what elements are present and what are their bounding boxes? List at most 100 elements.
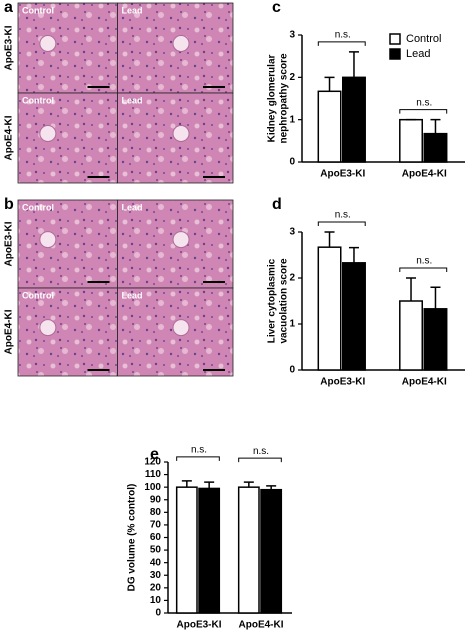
x-tick-label: ApoE3-KI: [320, 377, 365, 388]
bar: [423, 132, 448, 163]
tile-label: Control: [22, 5, 54, 15]
bar: [198, 487, 221, 614]
row-label: ApoE4-KI: [4, 115, 15, 160]
x-tick-label: ApoE4-KI: [239, 620, 284, 630]
tile-label: Lead: [122, 202, 143, 212]
legend-label: Lead: [406, 48, 430, 60]
y-tick-label: 80: [150, 507, 162, 518]
error-bar: [324, 231, 335, 248]
tissue-feature: [39, 35, 57, 52]
significance-bracket: [317, 41, 366, 46]
y-tick-label: 60: [150, 532, 162, 543]
y-tick-label: 10: [150, 595, 162, 606]
y-tick-label: 0: [289, 365, 295, 376]
x-tick-label: ApoE4-KI: [402, 377, 447, 388]
tile-label: Control: [22, 95, 54, 105]
legend-swatch: [389, 33, 401, 45]
tissue-feature: [172, 35, 190, 52]
y-tick-label: 70: [150, 520, 162, 531]
x-tick-label: ApoE4-KI: [402, 169, 447, 180]
y-axis-label: Kidney glomerular: [267, 55, 278, 143]
y-tick-label: 20: [150, 582, 162, 593]
bar: [175, 486, 198, 614]
bar: [423, 308, 448, 371]
tile-label: Lead: [122, 290, 143, 300]
significance-label: n.s.: [335, 30, 351, 41]
significance-bracket: [317, 221, 366, 226]
y-tick-label: 3: [289, 30, 295, 41]
panel-letter: c: [272, 0, 281, 16]
y-tick-label: 0: [155, 608, 161, 619]
error-bar: [348, 51, 359, 78]
histology-image: [17, 199, 118, 289]
histology-image: [17, 287, 118, 377]
error-bar: [406, 277, 417, 301]
y-tick-label: 100: [144, 482, 161, 493]
y-tick-label: 2: [289, 273, 295, 284]
y-tick-label: 2: [289, 72, 295, 83]
significance-bracket: [399, 267, 448, 272]
histology-image: [17, 2, 118, 94]
y-tick-label: 30: [150, 570, 162, 581]
significance-bracket: [238, 457, 282, 463]
panel-letter: d: [272, 196, 282, 213]
y-axis-label: Liver cytoplasmic: [267, 258, 278, 343]
error-bar: [348, 246, 359, 263]
tile-label: Control: [22, 202, 54, 212]
y-tick-label: 40: [150, 557, 162, 568]
error-bar: [181, 480, 192, 488]
significance-bracket: [399, 109, 448, 114]
panel-letter: e: [150, 446, 159, 463]
legend-label: Control: [406, 33, 441, 45]
tissue-feature: [172, 231, 190, 249]
panel-letter: a: [4, 0, 13, 16]
error-bar: [430, 118, 441, 134]
legend-swatch: [389, 48, 401, 60]
significance-label: n.s.: [335, 210, 351, 221]
significance-bracket: [176, 456, 220, 461]
significance-label: n.s.: [416, 256, 432, 267]
tissue-feature: [39, 319, 57, 337]
y-tick-label: 50: [150, 545, 162, 556]
tissue-feature: [172, 319, 190, 337]
tissue-feature: [39, 231, 57, 249]
bar: [342, 76, 366, 163]
y-axis-label: vacuolation score: [279, 258, 290, 343]
bar: [399, 118, 423, 163]
error-bar: [430, 286, 441, 309]
significance-label: n.s.: [416, 97, 432, 108]
bar: [399, 300, 423, 371]
row-label: ApoE3-KI: [4, 221, 15, 266]
y-tick-label: 0: [289, 157, 295, 168]
tissue-feature: [39, 125, 57, 142]
x-tick-label: ApoE3-KI: [320, 169, 365, 180]
y-tick-label: 1: [289, 114, 295, 125]
bar: [237, 486, 260, 614]
y-tick-label: 3: [289, 227, 295, 238]
y-axis-label: nephropathy score: [279, 53, 290, 143]
row-label: ApoE4-KI: [4, 309, 15, 354]
y-tick-label: 90: [150, 494, 162, 505]
significance-label: n.s.: [253, 446, 269, 457]
y-tick-label: 110: [145, 469, 162, 480]
y-axis-label: DG volume (% control): [127, 484, 138, 592]
error-bar: [324, 76, 335, 92]
tile-label: Lead: [122, 95, 143, 105]
tile-label: Lead: [122, 5, 143, 15]
tile-label: Control: [22, 290, 54, 300]
bar: [317, 246, 342, 371]
significance-label: n.s.: [191, 445, 207, 456]
bar: [317, 90, 342, 163]
error-bar: [266, 485, 277, 490]
bar: [342, 262, 366, 371]
x-tick-label: ApoE3-KI: [177, 620, 222, 630]
error-bar: [204, 481, 215, 489]
tissue-feature: [172, 125, 190, 142]
y-tick-label: 1: [289, 319, 295, 330]
y-tick-label: 120: [144, 457, 161, 468]
row-label: ApoE3-KI: [4, 25, 15, 70]
histology-image: [17, 92, 118, 184]
error-bar: [243, 481, 254, 488]
panel-letter: b: [4, 196, 14, 213]
